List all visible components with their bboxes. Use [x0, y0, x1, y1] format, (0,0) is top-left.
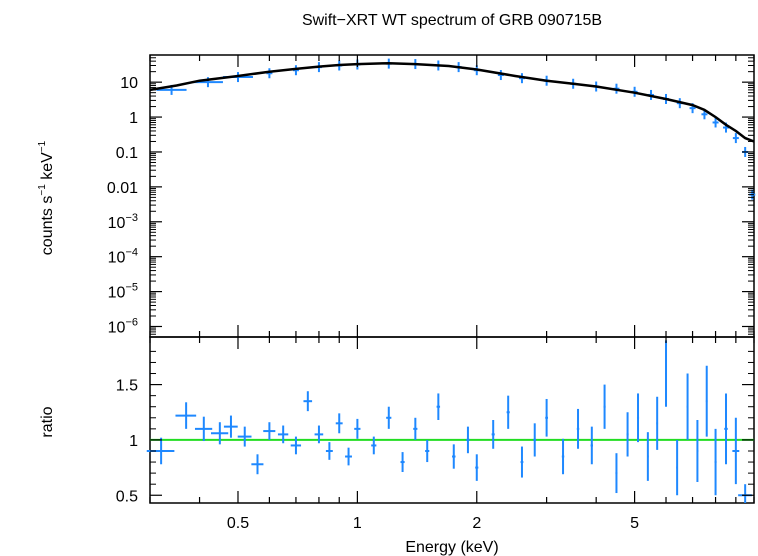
y-tick-label-exponent: −6: [125, 316, 138, 328]
model-curve: [149, 61, 755, 143]
x-tick-label: 1: [353, 515, 362, 532]
spectrum-y-axis-label: counts s−1 keV−1: [37, 140, 56, 255]
chart-title: Swift−XRT WT spectrum of GRB 090715B: [302, 12, 602, 29]
spectrum-series-layer: [149, 58, 756, 200]
y-tick-label-base: 0.01: [107, 180, 138, 197]
ylabel-mid: keV: [39, 152, 56, 184]
ratio-panel: 0.5 1 1.5 0.5 1 2 5 ratio: [39, 336, 755, 532]
y-tick-label-base: 1: [129, 110, 138, 127]
y-tick-label: 0.01: [107, 180, 138, 197]
x-tick-label: 2: [472, 515, 481, 532]
y-tick-label: 10−5: [108, 282, 138, 302]
ratio-y-tick-label: 1.5: [116, 378, 138, 395]
y-tick-label-base: 10: [108, 215, 126, 232]
x-axis-label: Energy (keV): [405, 539, 498, 556]
ratio-x-axis: 0.5 1 2 5: [149, 337, 755, 532]
ylabel-exp1: −1: [37, 184, 48, 196]
ratio-y-tick-label: 1: [129, 433, 138, 450]
y-tick-label: 10−4: [108, 247, 138, 267]
ratio-series-layer: [146, 340, 752, 503]
ratio-y-tick-label: 0.5: [116, 488, 138, 505]
y-tick-label-exponent: −3: [125, 212, 138, 224]
y-tick-label-exponent: −5: [125, 282, 138, 294]
y-tick-label: 10: [120, 75, 138, 92]
ratio-y-axis: 0.5 1 1.5: [116, 350, 754, 505]
y-tick-label-exponent: −4: [125, 247, 138, 259]
ylabel-base: counts s: [39, 196, 56, 256]
y-tick-label: 10−6: [108, 316, 138, 336]
y-tick-label-base: 10: [120, 75, 138, 92]
ratio-plot-frame: [149, 336, 755, 504]
y-tick-label-base: 10: [108, 319, 126, 336]
x-tick-label: 5: [630, 515, 639, 532]
y-tick-label: 0.1: [116, 145, 138, 162]
y-tick-label: 1: [129, 110, 138, 127]
y-tick-label-base: 10: [108, 250, 126, 267]
spectrum-x-ticks: [149, 55, 755, 337]
y-tick-label-base: 10: [108, 285, 126, 302]
y-tick-label: 10−3: [108, 212, 138, 232]
ratio-y-axis-label: ratio: [39, 406, 56, 437]
x-tick-label: 0.5: [227, 515, 249, 532]
ylabel-exp2: −1: [37, 140, 48, 152]
y-tick-label-base: 0.1: [116, 145, 138, 162]
